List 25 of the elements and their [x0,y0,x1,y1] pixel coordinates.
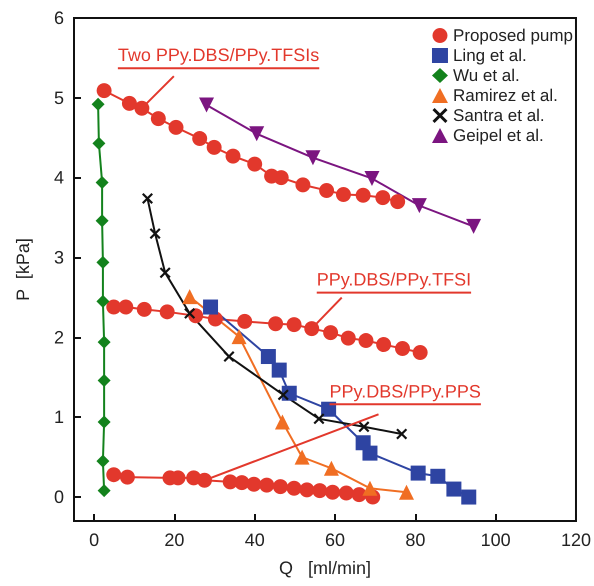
y-tick-label: 5 [54,88,64,108]
x-axis-title: Q [ml/min] [278,558,371,578]
x-tick-label: 40 [244,530,265,550]
annotation: PPy.DBS/PPy.PPS [330,381,481,402]
x-tick-label: 60 [325,530,346,550]
legend-label: Proposed pump [452,26,574,45]
legend-label: Ramirez et al. [452,86,558,105]
y-tick-label: 4 [54,168,64,188]
legend-label: Geipel et al. [452,126,544,145]
legend-label: Santra et al. [452,106,545,125]
y-tick-label: 1 [54,407,64,428]
annotation: Two PPy.DBS/PPy.TFSIs [118,45,320,66]
y-tick-label: 0 [54,487,64,508]
x-tick-label: 0 [89,530,100,550]
y-axis-title: P [kPa] [13,238,33,301]
x-tick-label: 20 [164,530,184,550]
x-tick-label: 120 [560,530,592,550]
y-tick-label: 3 [54,248,64,268]
legend-label: Ling et al. [452,46,527,65]
annotation: PPy.DBS/PPy.TFSI [316,270,472,290]
legend-label: Wu et al. [452,66,520,85]
y-tick-label: 2 [54,327,64,348]
x-tick-label: 80 [405,530,426,550]
y-tick-label: 6 [54,8,64,28]
x-tick-label: 100 [480,530,511,550]
